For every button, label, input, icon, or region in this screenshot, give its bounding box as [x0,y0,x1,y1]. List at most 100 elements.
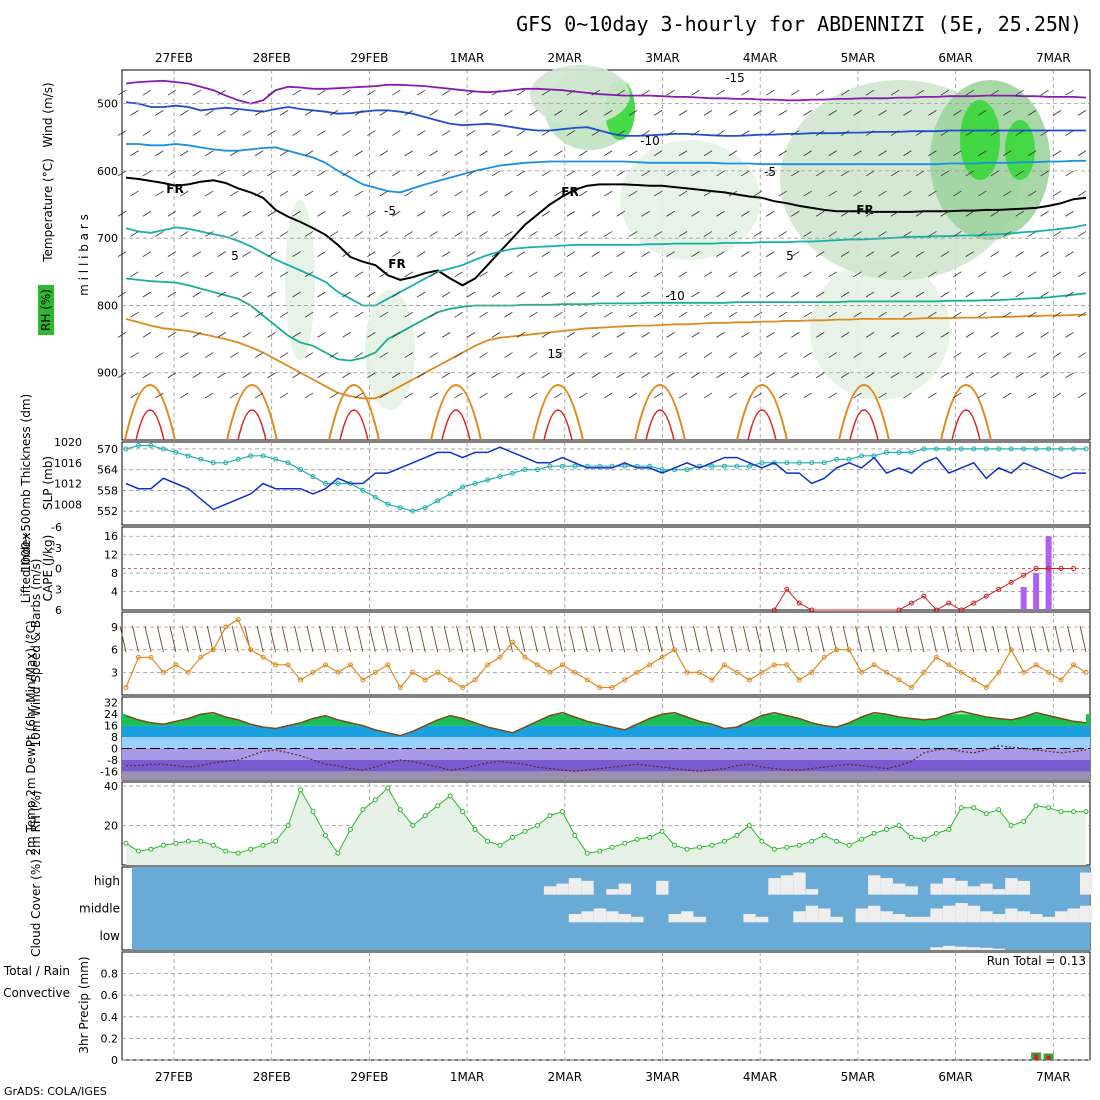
wind-barb [479,231,488,237]
wind-barb [1027,150,1037,157]
wind-barb [304,311,314,318]
rh-point [933,830,939,836]
lifted-index-point [796,600,802,606]
wind-speed-point [659,654,665,660]
wind-barb [292,332,301,338]
wind-barb [741,170,750,177]
wind-barb [242,372,251,379]
temperature-contour-hot [237,409,267,441]
wind-barb [205,231,214,237]
wind-barb [803,271,812,278]
wind-barb [1040,130,1049,136]
wind-barb [616,332,625,338]
wind-barb [890,332,900,338]
rh-point [896,822,902,828]
wind-barb [853,271,862,278]
wind-barb [142,89,152,96]
wind-barb [953,392,962,399]
rh-point [1058,809,1064,815]
wind-barb [953,150,962,157]
cloud-cover-cell [755,916,769,923]
wind-barb [504,231,513,237]
cloud-cover-cell [768,878,781,895]
wind-barb-10m [356,625,364,653]
wind-speed-point [821,654,827,660]
wind-barb [653,352,663,358]
cloud-cover-cell [581,880,594,895]
wind-barb-10m [593,625,601,653]
wind-barb [554,190,563,197]
wind-barb [404,190,413,197]
wind-barb [1040,89,1049,96]
wind-barb-10m [530,625,538,653]
wind-barb [354,392,364,399]
rh-point [996,807,1002,813]
temperature-contour-hot [441,409,471,441]
wind-barb [379,231,389,237]
lifted-index-tick: -6 [51,521,62,534]
wind-barb [728,311,738,318]
cloud-cover-cell [955,902,968,923]
wind-barb-10m [231,625,239,653]
wind-barb [1002,352,1012,358]
wind-barb [853,352,862,358]
wind-speed-point [933,654,939,660]
wind-barb [516,210,526,217]
wind-barb-10m [181,625,189,653]
temperature-contour-warm [124,384,176,441]
wind-barb [329,110,339,116]
wind-barb [441,372,451,379]
run-total: Run Total = 0.13 [987,954,1086,968]
thickness-point [322,481,328,486]
wind-barb [753,110,763,116]
cloud-cover-cell [892,883,906,895]
wind-barb [142,372,152,379]
temperature-contour [125,176,1087,287]
cloud-cover-cell [892,914,906,923]
wind-barb [404,110,413,116]
wind-barb-10m [568,625,576,653]
wind-barb [766,291,775,298]
wind-barb [641,291,650,298]
date-label-top: 28FEB [253,51,291,65]
wind-barb [616,372,625,379]
wind-barb [566,291,576,298]
wind-barb [728,150,738,157]
wind-barb-10m [493,625,501,653]
wind-barb [666,130,675,136]
rh-point [248,846,254,852]
wind-barb [778,311,787,318]
wind-barb [1015,130,1024,136]
wind-barb [479,110,488,116]
wind-barb-10m [742,625,750,653]
wind-barb [1002,150,1012,157]
rh-point [846,842,852,848]
wind-barb-10m [1079,625,1087,653]
wind-barb [167,251,177,257]
wind-barb [878,311,887,318]
wind-barb [591,210,600,217]
wind-barb [267,291,276,298]
wind-barb [678,110,688,116]
cloud-cover-cell [992,914,1006,923]
rh-point [360,807,366,813]
lifted-index-tick: -3 [51,542,62,555]
wind-barb [978,352,987,358]
wind-barb [254,150,264,157]
wind-barb-10m [256,625,264,653]
wind-barb [242,251,251,257]
thickness-point [1071,446,1077,452]
legend-convective: Convective [3,986,70,1000]
wind-barb-10m [443,625,451,653]
wind-barb [491,210,501,217]
wind-barb [417,291,426,298]
wind-barb [1002,190,1012,197]
wind-barb [604,311,613,318]
wind-barb [928,271,937,278]
wind-barb [828,110,837,116]
axis-label-slp: SLP (mb) [41,456,55,510]
wind-barb [853,392,862,399]
wind-barb [753,150,763,157]
rh-point [410,822,416,828]
wind-barb [242,170,251,177]
